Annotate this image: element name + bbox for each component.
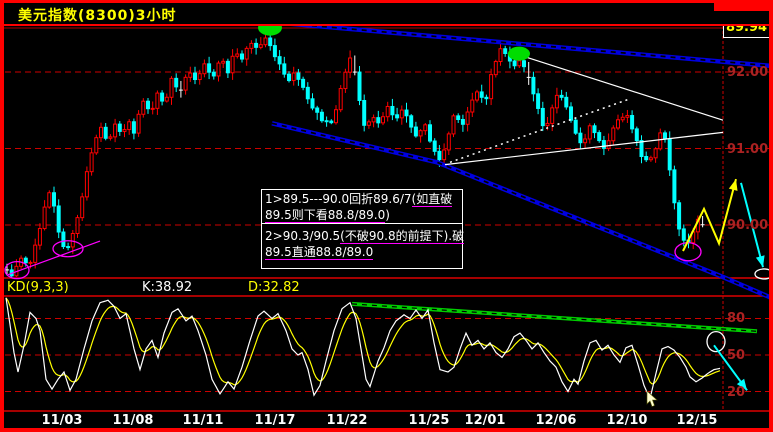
- kd-indicator-name: KD(9,3,3): [7, 280, 69, 295]
- price-axis-label-92.00: 92.00: [727, 65, 769, 80]
- date-label-11-03: 11/03: [41, 413, 83, 428]
- kd-indicator-header[interactable]: KD(9,3,3) K:38.92 D:32.82: [0, 281, 773, 295]
- white-lower-trendline[interactable]: [444, 131, 724, 166]
- white-upper-trendline[interactable]: [519, 54, 724, 121]
- kd-curves: [5, 297, 721, 401]
- green-ellipse-top2[interactable]: [508, 46, 530, 61]
- date-label-11-25: 11/25: [408, 413, 450, 428]
- titlebar[interactable]: 美元指数(8300)3小时: [4, 3, 769, 24]
- price-axis-label-91.00: 91.00: [727, 141, 769, 157]
- date-label-11-08: 11/08: [112, 413, 154, 428]
- analyst-note-box-1[interactable]: 1>89.5---90.0回折89.6/7(如直破 89.5则下看88.8/89.…: [261, 189, 463, 225]
- titlebar-separator: [0, 24, 773, 26]
- analyst-note-box-2[interactable]: 2>90.3/90.5(不破90.8的前提下).破 89.5直通88.8/89.0: [261, 223, 465, 269]
- window-border-top: [0, 0, 773, 3]
- note-text-underlined: 89.5直通88.8/89.0: [265, 245, 374, 260]
- kd-cyan-arrow[interactable]: [713, 344, 748, 391]
- lower-blue-trendline[interactable]: [271, 121, 772, 300]
- date-label-12-15: 12/15: [676, 413, 718, 428]
- kd-axis-label-20: 20: [727, 384, 746, 400]
- note-line: 89.5直通88.8/89.0: [265, 244, 459, 260]
- note-text-underlined: (不破90.8的前提下).破: [340, 229, 465, 244]
- price-overlays: [4, 19, 773, 300]
- note-text: 1>89.5---90.0回折89.6/7: [265, 192, 412, 206]
- note-line: 1>89.5---90.0回折89.6/7(如直破: [265, 191, 459, 207]
- magenta-ellipse-2[interactable]: [52, 240, 84, 258]
- note-text: 2>90.3/90.5: [265, 229, 341, 243]
- price-axis-label-90.00: 90.00: [727, 218, 769, 233]
- panel-borders: [0, 26, 773, 412]
- magenta-ellipse-1[interactable]: [4, 260, 30, 280]
- titlebar-corner-block: [714, 0, 773, 11]
- note-line: 89.5则下看88.8/89.0): [265, 207, 459, 223]
- mouse-cursor: [646, 390, 658, 407]
- magenta-trendline[interactable]: [7, 240, 101, 276]
- window-title: 美元指数(8300)3小时: [18, 8, 177, 24]
- note-text: ): [385, 208, 390, 222]
- d-line: [5, 297, 721, 386]
- kd-axis-label-50: 50: [727, 348, 746, 363]
- window-border-left: [0, 0, 4, 432]
- white-dotted-trendline[interactable]: [449, 98, 629, 164]
- date-label-11-11: 11/11: [182, 413, 224, 428]
- note-text-underlined: (如直破: [411, 192, 453, 207]
- window-border-right: [769, 0, 773, 432]
- date-label-12-01: 12/01: [464, 413, 506, 428]
- kd-axis-label-80: 80: [727, 311, 746, 327]
- date-label-12-06: 12/06: [535, 413, 577, 428]
- kd-overlays: [351, 301, 758, 391]
- date-axis: 11/03 11/08 11/11 11/17 11/22 11/25 12/01 12/06…: [0, 413, 773, 429]
- kd-green-trendline[interactable]: [351, 301, 758, 334]
- kd-d-value: D:32.82: [248, 280, 300, 295]
- date-label-11-17: 11/17: [254, 413, 296, 428]
- cyan-forecast-arrow[interactable]: [740, 182, 765, 268]
- kd-white-circle[interactable]: [706, 330, 726, 353]
- white-ellipse-forecast[interactable]: [754, 268, 773, 280]
- date-label-12-10: 12/10: [606, 413, 648, 428]
- k-line: [5, 297, 721, 401]
- upper-blue-trendline[interactable]: [281, 20, 772, 69]
- yellow-forecast-arrow[interactable]: [682, 178, 738, 252]
- kd-k-value: K:38.92: [142, 280, 193, 295]
- note-text-underlined: 89.5则下看88.8/89.0: [265, 208, 386, 223]
- date-label-11-22: 11/22: [326, 413, 368, 428]
- window-border-bottom: [0, 428, 773, 432]
- note-line: 2>90.3/90.5(不破90.8的前提下).破: [265, 228, 465, 244]
